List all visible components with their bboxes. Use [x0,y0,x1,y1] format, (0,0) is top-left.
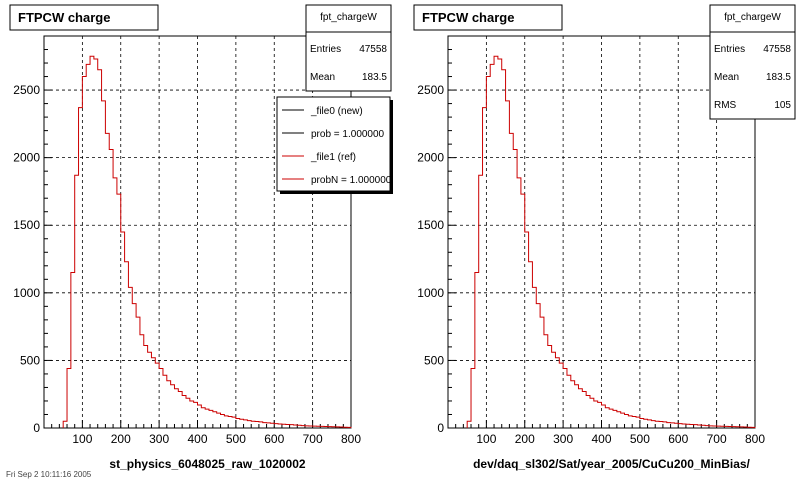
legend-label: _file0 (new) [310,106,363,117]
stats-name: fpt_chargeW [320,12,377,23]
x-tick-label: 700 [707,432,727,446]
legend-label: _file1 (ref) [310,152,356,163]
stats-value: 47558 [359,44,387,55]
stats-value: 183.5 [362,72,387,83]
stats-box: fpt_chargeW Entries 47558 Mean 183.5 RMS 105 [709,4,796,120]
plot-frame [43,35,352,429]
x-axis-label: dev/daq_sl302/Sat/year_2005/CuCu200_MinB… [473,457,750,471]
legend-label: probN = 1.000000 [311,175,392,186]
x-tick-label: 200 [515,432,535,446]
y-tick-label: 1000 [13,286,40,300]
x-axis-label: st_physics_6048025_raw_1020002 [109,457,305,471]
y-tick-label: 2500 [13,83,40,97]
footer-timestamp: Fri Sep 2 10:11:16 2005 [6,470,92,479]
stats-value: 105 [774,100,791,111]
histogram-title: FTPCW charge [413,4,563,31]
x-tick-label: 400 [591,432,611,446]
stats-label: Entries [310,44,341,55]
histogram-title: FTPCW charge [9,4,159,31]
stats-label: Mean [310,72,335,83]
x-tick-label: 700 [303,432,323,446]
y-tick-label: 2500 [417,83,444,97]
histogram-panel-2: 100 200 300 400 500 600 700 800 0 500 1000 1500 2000… [413,4,796,471]
legend: _file0 (new) prob = 1.000000 _file1 (ref) p… [276,96,393,194]
x-tick-label: 500 [226,432,246,446]
stats-box: fpt_chargeW Entries 47558 Mean 183.5 [305,4,392,92]
y-tick-label: 0 [437,421,444,435]
y-tick-label: 2000 [417,151,444,165]
x-tick-label: 800 [745,432,765,446]
y-tick-label: 0 [33,421,40,435]
plot-frame [447,35,756,429]
histogram-series-1 [466,55,756,428]
x-tick-label: 600 [668,432,688,446]
x-tick-label: 100 [476,432,496,446]
x-tick-label: 800 [341,432,361,446]
y-tick-label: 1500 [417,218,444,232]
x-tick-label: 600 [264,432,284,446]
y-tick-label: 1500 [13,218,40,232]
histogram-panel-1: 100 200 300 400 500 600 700 800 0 500 1000 1500 2000… [9,4,393,471]
stats-value: 183.5 [766,72,791,83]
legend-label: prob = 1.000000 [311,129,385,140]
stats-value: 47558 [763,44,791,55]
stats-label: Entries [714,44,745,55]
stats-label: Mean [714,72,739,83]
y-tick-label: 1000 [417,286,444,300]
x-tick-label: 100 [72,432,92,446]
stats-label: RMS [714,100,737,111]
stats-name: fpt_chargeW [724,12,781,23]
x-tick-label: 500 [630,432,650,446]
x-tick-label: 300 [553,432,573,446]
svg-text:FTPCW charge: FTPCW charge [422,10,514,25]
histogram-series-1 [62,55,352,428]
y-tick-label: 500 [20,353,40,367]
y-tick-label: 2000 [13,151,40,165]
x-tick-label: 300 [149,432,169,446]
x-tick-label: 200 [111,432,131,446]
y-tick-label: 500 [424,353,444,367]
svg-text:FTPCW charge: FTPCW charge [18,10,110,25]
x-tick-label: 400 [187,432,207,446]
